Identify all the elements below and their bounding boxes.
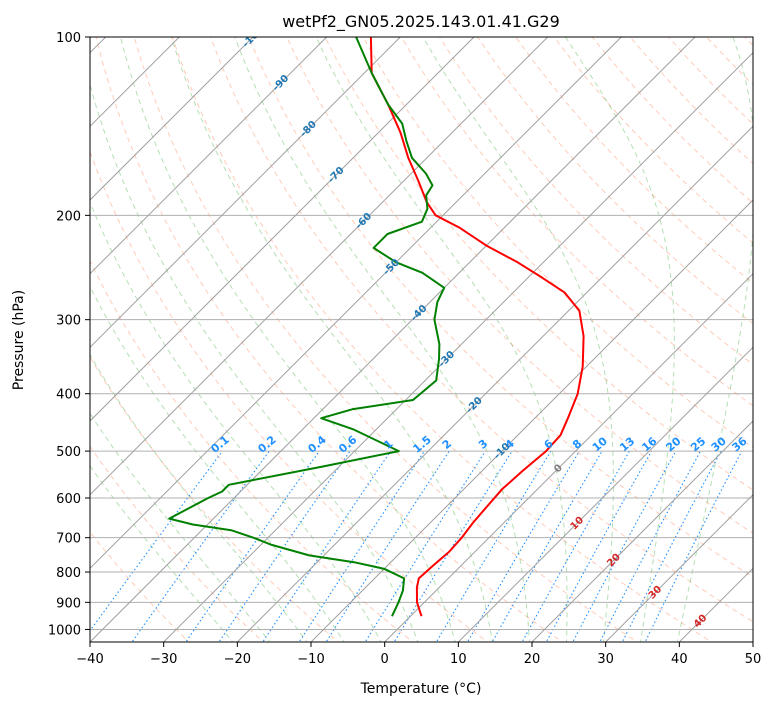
dry-adiabat-line [286,37,753,534]
mixing-ratio-line [90,450,223,632]
isotherm-line [90,37,696,642]
mixing-ratio-lines [90,450,743,642]
x-tick-label: 50 [745,652,762,667]
dry-adiabat-line [95,37,564,642]
isotherm-line [531,420,753,642]
y-tick-label: 700 [56,532,81,547]
plot-area: 0.1 0.2 0.4 0.6 1 1.5 2 3 4 6 8 10 13 16 20 25 30 36-100-… [90,37,753,642]
dewpoint-profile-line [168,37,446,617]
mixing-ratio-line [298,450,425,642]
dry-adiabat-line [90,356,339,642]
mixing-ratio-line [262,450,392,642]
mixing-ratio-line [393,450,513,642]
dry-adiabat-line [324,37,753,491]
temperature-profile-line [369,37,585,617]
dry-adiabat-line [90,259,414,642]
moist-adiabat-line [565,37,675,642]
isotherm-line [90,37,401,349]
y-axis: 1000 900 800 700 600 500 400 300 200 100 [48,31,90,638]
y-tick-label: 800 [56,566,81,581]
isotherm-line [310,199,753,642]
y-tick-label: 1000 [48,623,81,638]
dry-adiabat-line [248,37,753,578]
y-tick-label: 400 [56,388,81,403]
y-tick-label: 900 [56,596,81,611]
moist-adiabat-line [120,37,456,642]
x-tick-label: 0 [381,652,389,667]
dry-adiabat-line [209,37,753,623]
mixing-ratio-line [218,450,351,642]
y-tick-label: 100 [56,31,81,46]
x-tick-label: 30 [597,652,614,667]
isotherm-line [457,346,753,642]
moist-adiabat-line [90,353,308,642]
mixing-ratio-line [325,450,450,642]
isotherm-line [605,493,753,642]
x-tick-label: −40 [76,652,103,667]
y-tick-label: 300 [56,314,81,329]
x-tick-label: 40 [671,652,688,667]
moist-adiabat-line [422,37,614,642]
moist-adiabat-line [170,37,493,642]
isotherm-line [236,125,753,642]
dry-adiabat-line [133,37,638,642]
x-tick-label: 10 [450,652,467,667]
x-axis-label: Temperature (°C) [360,681,482,697]
x-tick-label: −10 [297,652,324,667]
x-axis: −40 −30 −20 −10 0 10 20 30 40 50 [76,642,761,667]
y-tick-label: 600 [56,492,81,507]
chart-title: wetPf2_GN05.2025.143.01.41.G29 [282,12,560,32]
dry-adiabat-line [438,37,753,366]
isotherm-line [384,272,753,642]
y-tick-label: 500 [56,445,81,460]
mixing-ratio-line [599,450,701,642]
mixing-ratio-line [185,450,320,642]
mixing-ratio-line [621,450,722,642]
mixing-ratio-line [131,450,270,642]
y-axis-label: Pressure (hPa) [11,290,27,390]
x-tick-label: −30 [150,652,177,667]
isotherm-line [90,37,622,570]
mixing-ratio-line [466,450,580,642]
isotherm-line [90,37,475,422]
mixing-ratio-line [572,450,677,642]
data-series [168,37,585,617]
x-tick-label: 20 [524,652,541,667]
y-tick-label: 200 [56,209,81,224]
isotherm-line [90,37,254,201]
moist-adiabat-line [315,37,568,642]
plot-frame [89,36,754,643]
isotherm-line [90,37,549,496]
dry-adiabat-line [515,37,753,284]
isotherm-line [90,37,328,275]
dry-adiabats [90,37,753,642]
x-tick-label: −20 [224,652,251,667]
pressure-gridlines [90,37,753,630]
